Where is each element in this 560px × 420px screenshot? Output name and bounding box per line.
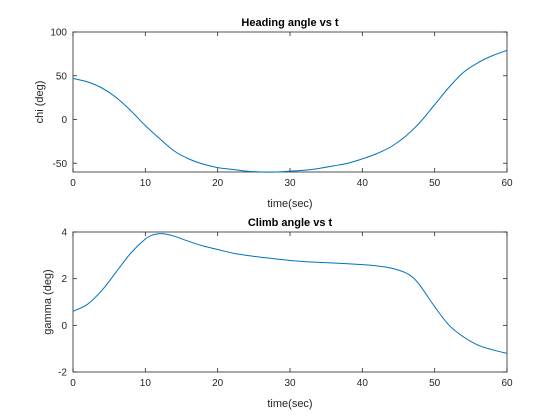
climb-plot-x-label: time(sec) [267, 398, 312, 410]
climb-plot-x-tick-label: 50 [429, 378, 441, 389]
heading-plot-title: Heading angle vs t [241, 17, 339, 29]
heading-plot-x-tick-label: 0 [70, 178, 76, 189]
climb-plot-y-label: gamma (deg) [42, 269, 54, 334]
climb-plot-x-tick-label: 30 [284, 378, 296, 389]
heading-plot-y-tick-label: 0 [61, 115, 67, 126]
climb-plot-x-tick-label: 40 [357, 378, 369, 389]
climb-plot-x-tick-label: 60 [501, 378, 513, 389]
climb-plot-x-tick-label: 10 [140, 378, 152, 389]
climb-angle-line [72, 233, 508, 354]
heading-plot-x-tick-label: 40 [357, 178, 369, 189]
heading-plot-x-tick-label: 10 [140, 178, 152, 189]
climb-plot-axes-box [72, 231, 508, 373]
climb-plot-y-tick-label: 4 [61, 228, 67, 239]
heading-plot-y-label: chi (deg) [34, 81, 46, 124]
climb-plot-y-tick-label: 2 [61, 274, 67, 285]
heading-plot-y-tick-label: -50 [53, 159, 68, 170]
heading-angle-line [72, 49, 508, 173]
heading-plot-x-tick-label: 30 [284, 178, 296, 189]
heading-plot-axes-box [72, 31, 508, 173]
heading-plot-x-tick-label: 50 [429, 178, 441, 189]
climb-plot-x-ticks: 0 10 20 30 40 50 60 [70, 232, 513, 389]
heading-plot-y-tick-label: 100 [50, 28, 67, 39]
climb-plot-y-tick-label: -2 [58, 368, 67, 379]
heading-plot-x-label: time(sec) [267, 198, 312, 210]
heading-plot-y-ticks: -50 0 50 100 [50, 28, 507, 170]
climb-plot-title: Climb angle vs t [248, 217, 333, 229]
heading-plot-x-ticks: 0 10 20 30 40 50 60 [70, 32, 513, 189]
climb-plot-x-tick-label: 20 [212, 378, 224, 389]
heading-plot-x-tick-label: 60 [501, 178, 513, 189]
climb-plot-x-tick-label: 0 [70, 378, 76, 389]
climb-plot-y-ticks: -2 0 2 4 [58, 228, 507, 379]
climb-plot-y-tick-label: 0 [61, 321, 67, 332]
heading-plot-x-tick-label: 20 [212, 178, 224, 189]
heading-plot-y-tick-label: 50 [56, 71, 68, 82]
